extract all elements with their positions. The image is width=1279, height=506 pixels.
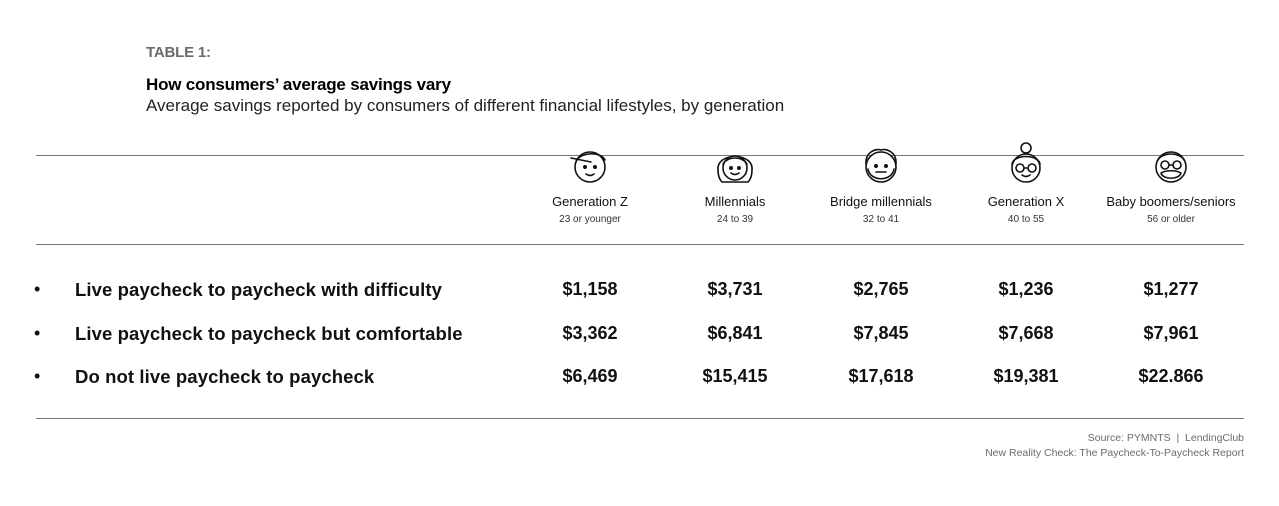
row-label: Do not live paycheck to paycheck: [75, 366, 375, 387]
bottom-divider: [36, 418, 1244, 419]
table-row: • Live paycheck to paycheck but comforta…: [0, 323, 1279, 353]
cell-value: $1,158: [562, 279, 618, 299]
column-header-generation-x: Generation X 40 to 55: [951, 140, 1101, 225]
source-note: Source: PYMNTS | LendingClub New Reality…: [985, 431, 1244, 461]
generation-age: 40 to 55: [1007, 214, 1045, 225]
cell-value: $19,381: [993, 366, 1059, 386]
cell-value: $1,277: [1143, 279, 1199, 299]
cell-value: $7,961: [1143, 323, 1199, 343]
bullet: •: [34, 323, 41, 343]
generation-age: 24 to 39: [716, 214, 754, 225]
header-divider: [36, 244, 1244, 245]
table-subtitle: Average savings reported by consumers of…: [146, 96, 785, 115]
generation-age: 56 or older: [1147, 214, 1195, 225]
cell-value: $3,362: [562, 323, 618, 343]
cell-value: $15,415: [702, 366, 768, 386]
generation-name: Generation X: [987, 194, 1065, 209]
cell-value: $22.866: [1138, 366, 1204, 386]
column-header-generation-z: Generation Z 23 or younger: [515, 140, 665, 225]
column-header-baby-boomers: Baby boomers/seniors 56 or older: [1096, 140, 1246, 225]
gen-x-face-icon: [1011, 142, 1041, 183]
report-name: New Reality Check: The Paycheck-To-Paych…: [985, 447, 1244, 459]
cell-value: $6,469: [562, 366, 618, 386]
cell-value: $3,731: [707, 279, 763, 299]
cell-value: $2,765: [853, 279, 909, 299]
millennial-face-icon: [717, 155, 753, 183]
source-line: Source: PYMNTS | LendingClub: [1087, 432, 1244, 444]
table-row: • Do not live paycheck to paycheck $6,46…: [0, 366, 1279, 396]
gen-z-face-icon: [570, 151, 606, 183]
cell-value: $7,668: [998, 323, 1054, 343]
generation-name: Generation Z: [552, 194, 628, 209]
cell-value: $6,841: [707, 323, 763, 343]
top-divider: [36, 155, 1244, 156]
boomer-face-icon: [1155, 151, 1187, 183]
generation-name: Bridge millennials: [830, 194, 932, 209]
bullet: •: [34, 366, 41, 386]
cell-value: $1,236: [998, 279, 1054, 299]
table-title: How consumers’ average savings vary: [146, 75, 451, 94]
row-label: Live paycheck to paycheck with difficult…: [75, 279, 443, 300]
generation-name: Millennials: [704, 194, 766, 209]
generation-age: 32 to 41: [862, 214, 900, 225]
row-label: Live paycheck to paycheck but comfortabl…: [75, 323, 463, 344]
bridge-millennial-face-icon: [865, 148, 897, 183]
table-row: • Live paycheck to paycheck with difficu…: [0, 279, 1279, 309]
column-header-bridge-millennials: Bridge millennials 32 to 41: [806, 140, 956, 225]
generation-name: Baby boomers/seniors: [1106, 194, 1236, 209]
table-label: TABLE 1:: [146, 44, 211, 61]
cell-value: $7,845: [853, 323, 909, 343]
column-header-millennials: Millennials 24 to 39: [660, 140, 810, 225]
bullet: •: [34, 279, 41, 299]
generation-age: 23 or younger: [559, 214, 621, 225]
cell-value: $17,618: [848, 366, 914, 386]
